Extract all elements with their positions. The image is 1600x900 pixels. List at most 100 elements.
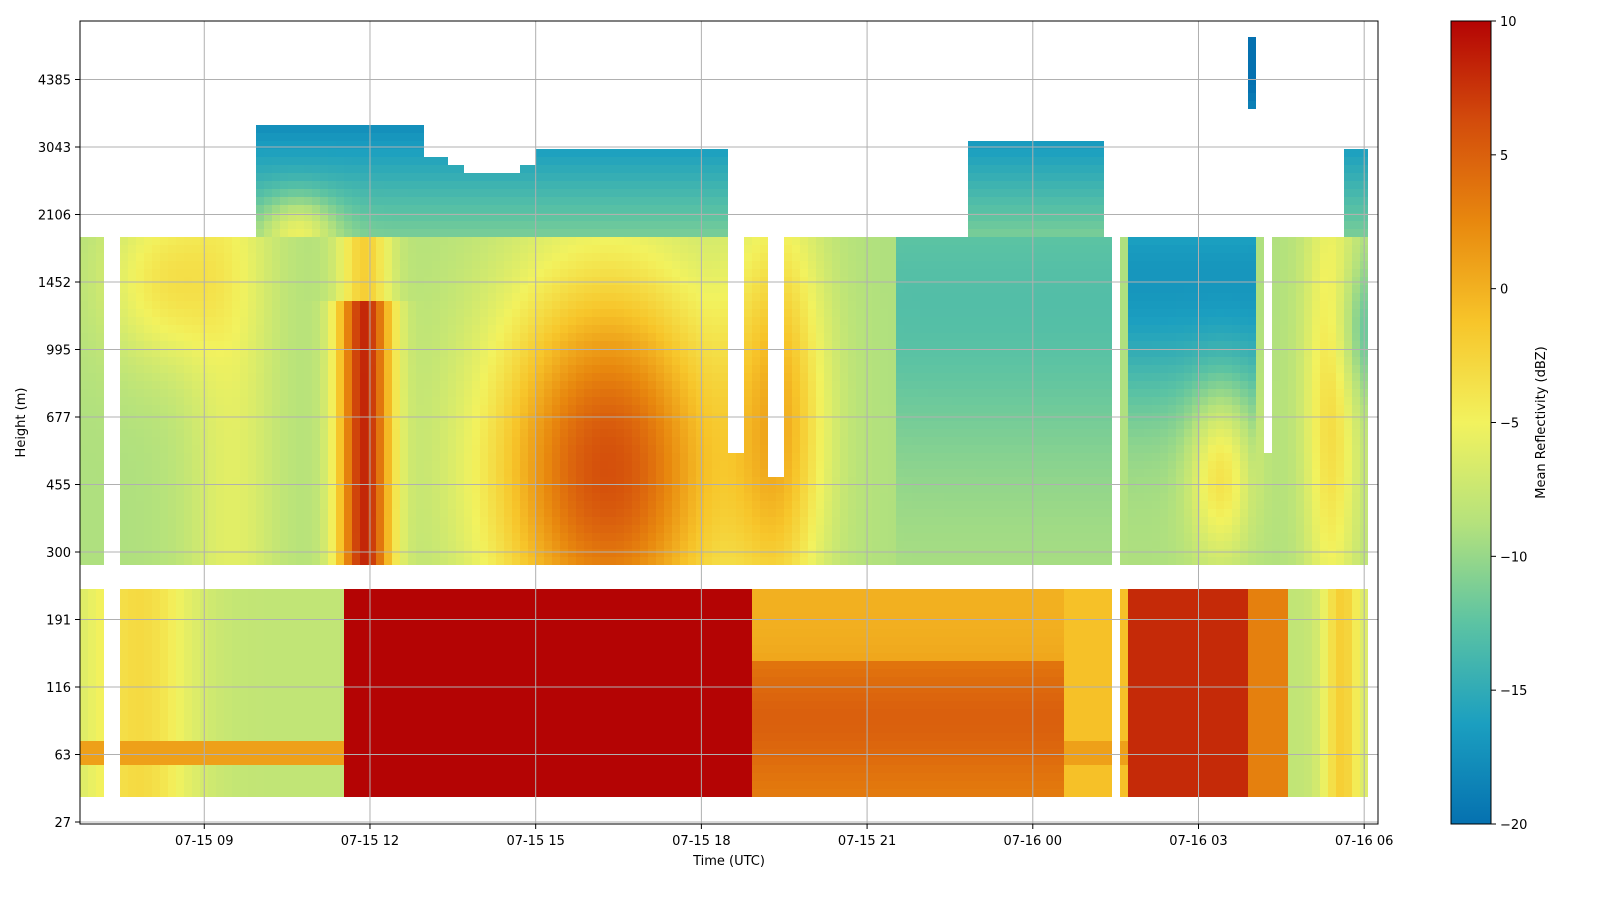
heatmap-cell bbox=[432, 685, 440, 693]
heatmap-cell bbox=[528, 781, 536, 789]
heatmap-cell bbox=[288, 781, 296, 789]
heatmap-cell bbox=[248, 285, 256, 293]
heatmap-cell bbox=[568, 509, 576, 517]
heatmap-cell bbox=[240, 437, 248, 445]
heatmap-cell bbox=[448, 613, 456, 621]
heatmap-cell bbox=[592, 653, 600, 661]
heatmap-cell bbox=[440, 357, 448, 365]
heatmap-cell bbox=[96, 349, 104, 357]
heatmap-cell bbox=[136, 653, 144, 661]
heatmap-cell bbox=[352, 285, 360, 293]
heatmap-cell bbox=[520, 277, 528, 285]
heatmap-cell bbox=[536, 509, 544, 517]
heatmap-cell bbox=[576, 469, 584, 477]
heatmap-cell bbox=[416, 453, 424, 461]
heatmap-cell bbox=[368, 197, 376, 205]
heatmap-cell bbox=[496, 381, 504, 389]
heatmap-cell bbox=[224, 749, 232, 757]
heatmap-cell bbox=[296, 709, 304, 717]
heatmap-cell bbox=[272, 461, 280, 469]
heatmap-cell bbox=[440, 389, 448, 397]
heatmap-cell bbox=[472, 493, 480, 501]
heatmap-cell bbox=[616, 693, 624, 701]
heatmap-cell bbox=[352, 597, 360, 605]
heatmap-cell bbox=[288, 653, 296, 661]
heatmap-cell bbox=[328, 285, 336, 293]
heatmap-cell bbox=[392, 333, 400, 341]
heatmap-cell bbox=[456, 213, 464, 221]
heatmap-cell bbox=[568, 709, 576, 717]
heatmap-cell bbox=[472, 557, 480, 565]
heatmap-cell bbox=[480, 389, 488, 397]
heatmap-cell bbox=[152, 501, 160, 509]
heatmap-cell bbox=[368, 165, 376, 173]
heatmap-cell bbox=[560, 381, 568, 389]
heatmap-cell bbox=[432, 629, 440, 637]
heatmap-cell bbox=[152, 645, 160, 653]
heatmap-cell bbox=[248, 309, 256, 317]
heatmap-cell bbox=[208, 245, 216, 253]
heatmap-cell bbox=[328, 477, 336, 485]
heatmap-cell bbox=[80, 757, 88, 765]
heatmap-cell bbox=[336, 293, 344, 301]
heatmap-cell bbox=[304, 533, 312, 541]
heatmap-cell bbox=[400, 725, 408, 733]
heatmap-cell bbox=[256, 245, 264, 253]
heatmap-cell bbox=[184, 645, 192, 653]
heatmap-cell bbox=[392, 181, 400, 189]
heatmap-cell bbox=[240, 597, 248, 605]
heatmap-cell bbox=[352, 237, 360, 245]
heatmap-cell bbox=[528, 437, 536, 445]
heatmap-cell bbox=[160, 285, 168, 293]
heatmap-cell bbox=[232, 549, 240, 557]
heatmap-cell bbox=[616, 365, 624, 373]
heatmap-cell bbox=[304, 725, 312, 733]
heatmap-cell bbox=[352, 661, 360, 669]
heatmap-cell bbox=[264, 741, 272, 749]
heatmap-cell bbox=[504, 597, 512, 605]
heatmap-cell bbox=[432, 245, 440, 253]
heatmap-cell bbox=[256, 701, 264, 709]
heatmap-cell bbox=[288, 325, 296, 333]
heatmap-cell bbox=[392, 685, 400, 693]
heatmap-cell bbox=[304, 405, 312, 413]
heatmap-cell bbox=[576, 789, 584, 797]
heatmap-cell bbox=[416, 637, 424, 645]
heatmap-cell bbox=[336, 317, 344, 325]
heatmap-cell bbox=[232, 749, 240, 757]
heatmap-cell bbox=[544, 245, 552, 253]
heatmap-cell bbox=[584, 333, 592, 341]
heatmap-cell bbox=[528, 317, 536, 325]
heatmap-cell bbox=[432, 325, 440, 333]
heatmap-cell bbox=[320, 205, 328, 213]
heatmap-cell bbox=[560, 445, 568, 453]
heatmap-cell bbox=[120, 309, 128, 317]
heatmap-cell bbox=[536, 405, 544, 413]
heatmap-cell bbox=[344, 421, 352, 429]
heatmap-cell bbox=[216, 637, 224, 645]
heatmap-cell bbox=[176, 685, 184, 693]
heatmap-cell bbox=[536, 597, 544, 605]
heatmap-cell bbox=[480, 357, 488, 365]
heatmap-cell bbox=[80, 629, 88, 637]
heatmap-cell bbox=[344, 533, 352, 541]
heatmap-cell bbox=[456, 397, 464, 405]
heatmap-cell bbox=[160, 677, 168, 685]
heatmap-cell bbox=[240, 765, 248, 773]
heatmap-cell bbox=[264, 357, 272, 365]
heatmap-cell bbox=[176, 645, 184, 653]
heatmap-cell bbox=[528, 237, 536, 245]
heatmap-cell bbox=[232, 261, 240, 269]
heatmap-cell bbox=[384, 637, 392, 645]
heatmap-cell bbox=[312, 637, 320, 645]
heatmap-cell bbox=[512, 445, 520, 453]
heatmap-cell bbox=[432, 669, 440, 677]
heatmap-cell bbox=[424, 157, 432, 165]
heatmap-cell bbox=[152, 613, 160, 621]
heatmap-cell bbox=[560, 373, 568, 381]
heatmap-cell bbox=[544, 229, 552, 237]
heatmap-cell bbox=[320, 309, 328, 317]
heatmap-cell bbox=[136, 469, 144, 477]
heatmap-cell bbox=[440, 405, 448, 413]
heatmap-cell bbox=[304, 701, 312, 709]
